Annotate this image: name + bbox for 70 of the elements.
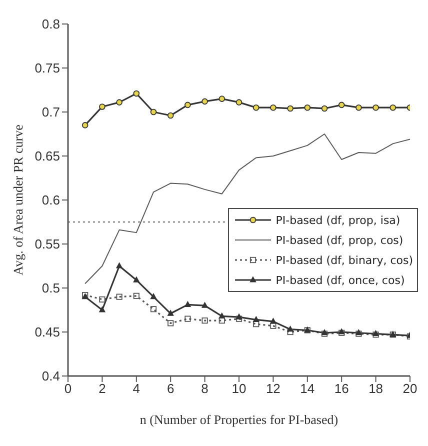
point [116,99,122,106]
y-tick-label: 0.45 [34,324,60,340]
point [218,318,225,324]
point [218,312,225,318]
point [168,320,174,326]
y-tick-label: 0.6 [42,192,60,208]
point [150,306,157,312]
point [372,104,379,111]
point [99,306,106,312]
point [236,314,242,320]
point [390,104,396,111]
x-tick-label: 8 [201,381,208,396]
point [270,322,276,329]
point [150,294,156,300]
point [184,301,191,308]
point [338,102,345,108]
x-tick-label: 18 [368,381,384,396]
point [133,292,140,299]
y-tick-label: 0.55 [34,236,60,252]
y-tick-label: 0.75 [34,60,60,76]
point [321,105,328,112]
point [202,98,208,105]
x-tick-label: 10 [232,381,246,396]
point [253,321,260,328]
y-tick-label: 0.8 [42,16,60,32]
x-tick-label: 14 [300,381,315,396]
x-tick-label: 2 [98,381,106,396]
point [252,104,260,111]
point [202,302,208,308]
point [218,96,226,102]
legend-label: PI-based (df, once, cos) [276,274,405,286]
point [202,318,208,324]
x-tick-label: 12 [266,381,280,396]
legend-label: PI-based (df, prop, cos) [276,234,404,246]
point [253,316,260,322]
point [184,102,191,108]
x-tick-label: 4 [132,381,140,396]
x-axis-title: n (Number of Properties for PI-based) [140,412,338,427]
x-tick-label: 0 [64,381,72,396]
point [167,112,174,119]
x-tick-label: 16 [334,381,349,396]
point [270,104,276,111]
point [99,296,106,302]
y-axis-title: Avg. of Area under PR curve [10,124,26,276]
point [116,294,122,300]
point [304,104,311,111]
point [236,99,242,106]
point [99,104,106,110]
point [270,318,276,324]
x-tick-label: 6 [166,381,174,396]
point [287,105,294,112]
point [356,104,362,111]
point [168,310,174,316]
line-series [84,134,410,284]
y-tick-label: 0.65 [34,148,60,164]
legend-label: PI-based (df, prop, isa) [276,214,400,226]
point [184,316,191,322]
legend-label: PI-based (df, binary, cos) [276,254,413,266]
point [150,108,157,116]
x-tick-label: 20 [402,381,418,396]
point [287,326,294,332]
point [133,90,140,97]
point [133,276,140,282]
point [116,262,122,268]
point [82,122,88,128]
point [287,328,294,336]
point [236,316,242,322]
y-tick-label: 0.5 [42,280,60,296]
y-tick-label: 0.7 [42,104,60,120]
y-tick-label: 0.4 [42,368,60,384]
